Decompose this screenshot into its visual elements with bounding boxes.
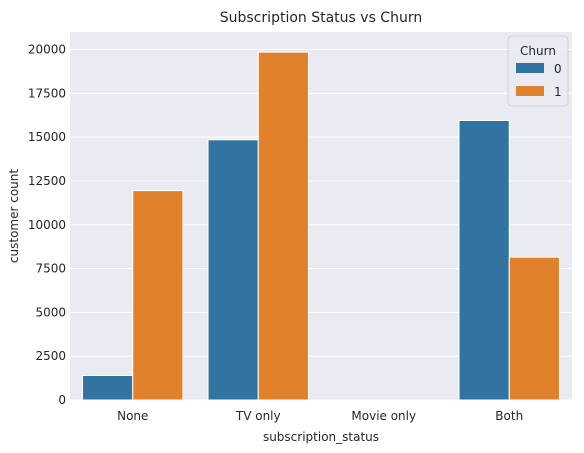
y-tick-label-4: 10000 xyxy=(28,218,66,232)
legend-swatch-1 xyxy=(516,86,544,96)
bar-tv-only-churn-0 xyxy=(207,139,259,401)
x-tick-label-2: Movie only xyxy=(351,409,416,423)
y-tick-label-5: 12500 xyxy=(28,174,66,188)
y-tick-label-3: 7500 xyxy=(35,262,66,276)
y-tick-labels: 0 2500 5000 7500 10000 12500 15000 17500 20000 xyxy=(28,43,66,407)
legend-swatch-0 xyxy=(516,63,544,73)
x-tick-label-1: TV only xyxy=(235,409,281,423)
y-tick-label-7: 17500 xyxy=(28,86,66,100)
y-tick-label-1: 2500 xyxy=(35,349,66,363)
legend-title: Churn xyxy=(520,44,556,58)
y-tick-label-0: 0 xyxy=(58,393,66,407)
y-tick-label-8: 20000 xyxy=(28,43,66,57)
bars xyxy=(82,51,560,401)
legend: Churn 0 1 xyxy=(507,35,569,107)
legend-label-0: 0 xyxy=(554,62,562,76)
chart-title: Subscription Status vs Churn xyxy=(220,10,422,26)
y-tick-label-6: 15000 xyxy=(28,130,66,144)
bar-tv-only-churn-1 xyxy=(257,51,309,401)
y-axis-title: customer count xyxy=(7,169,21,263)
x-tick-label-0: None xyxy=(117,409,148,423)
legend-label-1: 1 xyxy=(554,85,562,99)
y-tick-label-2: 5000 xyxy=(35,305,66,319)
x-tick-labels: None TV only Movie only Both xyxy=(117,409,523,423)
x-tick-label-3: Both xyxy=(495,409,523,423)
bar-both-churn-1 xyxy=(508,256,560,401)
bar-none-churn-0 xyxy=(82,374,134,401)
bar-both-churn-0 xyxy=(458,119,510,401)
bar-none-churn-1 xyxy=(132,190,184,401)
x-axis-title: subscription_status xyxy=(263,430,379,444)
